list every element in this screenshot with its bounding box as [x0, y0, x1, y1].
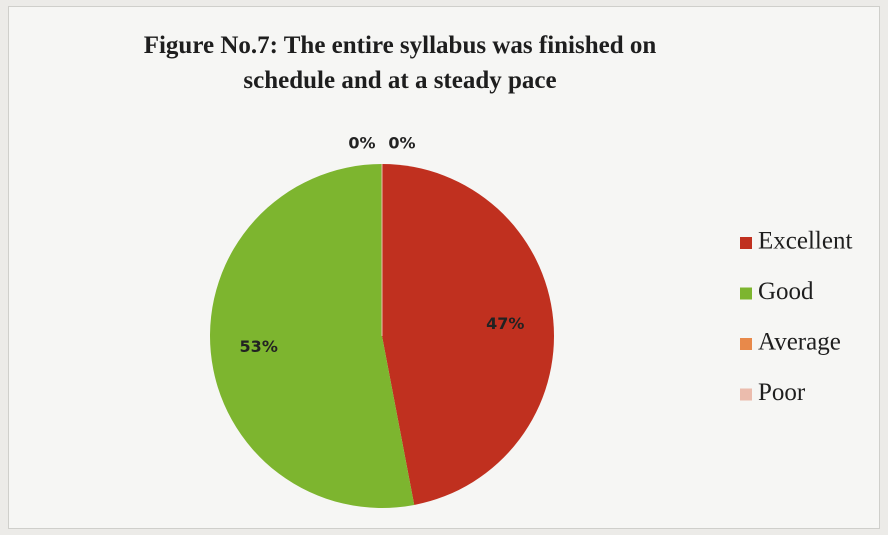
legend-label: Excellent — [758, 228, 852, 255]
legend-swatch — [740, 237, 752, 249]
chart-title: Figure No.7: The entire syllabus was fin… — [143, 32, 657, 94]
legend-swatch — [740, 388, 752, 401]
legend-swatch — [740, 287, 752, 300]
legend-swatch — [740, 338, 752, 350]
data-label: 0% — [388, 134, 415, 153]
pie-slice — [209, 164, 415, 508]
legend-label: Average — [758, 329, 841, 356]
pie-slice — [382, 164, 554, 505]
data-label: 47% — [486, 314, 524, 333]
data-label: 53% — [240, 337, 278, 356]
legend-label: Poor — [758, 379, 806, 406]
legend-label: Good — [758, 278, 814, 305]
data-label: 0% — [348, 134, 375, 153]
